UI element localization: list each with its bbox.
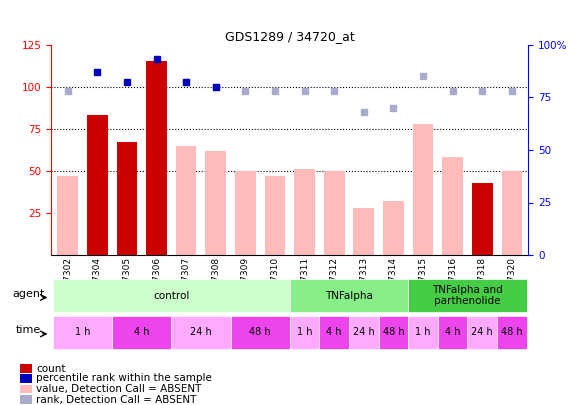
Text: 1 h: 1 h [415, 327, 431, 337]
Bar [264, 176, 286, 255]
Text: value, Detection Call = ABSENT: value, Detection Call = ABSENT [36, 384, 202, 394]
Text: 1 h: 1 h [75, 327, 90, 337]
Bar [290, 316, 319, 348]
Bar [383, 201, 404, 255]
Bar [290, 279, 408, 312]
Bar [443, 158, 463, 255]
Text: 48 h: 48 h [501, 327, 522, 337]
Bar [171, 316, 231, 348]
Bar [53, 316, 112, 348]
Bar [20, 385, 31, 393]
Bar [53, 279, 290, 312]
Text: 4 h: 4 h [134, 327, 150, 337]
Bar [349, 316, 379, 348]
Bar [353, 208, 374, 255]
Bar [468, 316, 497, 348]
Text: agent: agent [12, 289, 45, 299]
Bar [501, 171, 522, 255]
Text: time: time [15, 325, 41, 335]
Bar [231, 316, 290, 348]
Bar [87, 115, 108, 255]
Text: control: control [153, 291, 190, 301]
Text: 24 h: 24 h [472, 327, 493, 337]
Bar [57, 176, 78, 255]
Bar [116, 142, 137, 255]
Text: 4 h: 4 h [445, 327, 460, 337]
Bar [206, 151, 226, 255]
Bar [20, 364, 31, 373]
Text: TNFalpha and
parthenolide: TNFalpha and parthenolide [432, 285, 503, 307]
Bar [294, 169, 315, 255]
Bar [379, 316, 408, 348]
Bar [112, 316, 171, 348]
Text: 48 h: 48 h [383, 327, 404, 337]
Text: 1 h: 1 h [297, 327, 312, 337]
Bar [413, 124, 433, 255]
Bar [146, 62, 167, 255]
Bar [324, 171, 344, 255]
Text: rank, Detection Call = ABSENT: rank, Detection Call = ABSENT [36, 394, 196, 405]
Text: 48 h: 48 h [250, 327, 271, 337]
Text: TNFalpha: TNFalpha [325, 291, 373, 301]
Bar [472, 183, 493, 255]
Bar [497, 316, 526, 348]
Bar [20, 395, 31, 404]
Bar [235, 171, 256, 255]
Bar [408, 279, 526, 312]
Title: GDS1289 / 34720_at: GDS1289 / 34720_at [225, 30, 355, 43]
Bar [176, 146, 196, 255]
Bar [319, 316, 349, 348]
Text: 24 h: 24 h [190, 327, 212, 337]
Bar [438, 316, 468, 348]
Text: count: count [36, 364, 66, 373]
Bar [408, 316, 438, 348]
Text: 4 h: 4 h [327, 327, 342, 337]
Text: percentile rank within the sample: percentile rank within the sample [36, 373, 212, 383]
Bar [20, 374, 31, 383]
Text: 24 h: 24 h [353, 327, 375, 337]
